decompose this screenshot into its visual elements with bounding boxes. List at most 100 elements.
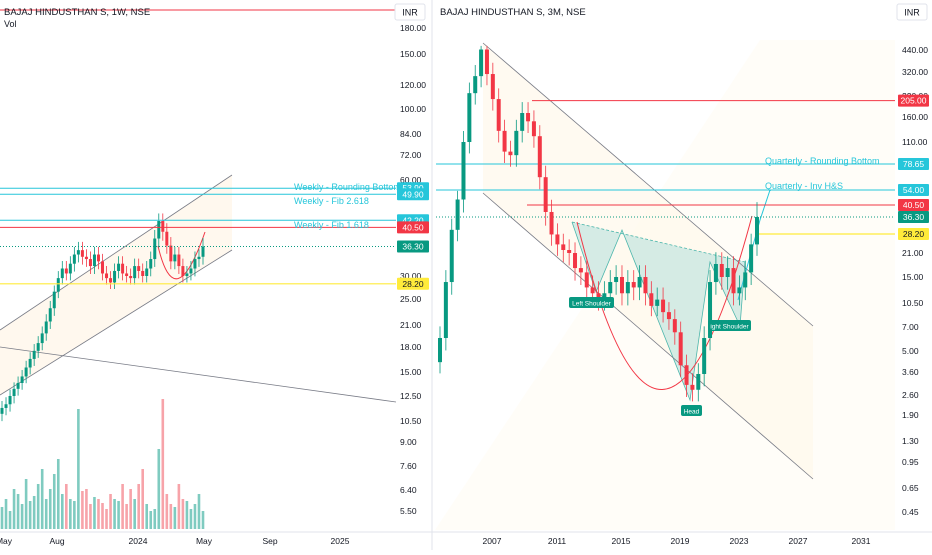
right-candles bbox=[438, 45, 759, 402]
right-candle bbox=[696, 363, 701, 402]
left-candle bbox=[92, 246, 96, 274]
right-y-tick-label: 10.50 bbox=[902, 298, 924, 308]
head-badge bbox=[681, 405, 702, 416]
left-candle bbox=[137, 258, 141, 279]
right-candle bbox=[479, 45, 484, 88]
right-y-tick-label: 21.00 bbox=[902, 248, 924, 258]
right-currency-button[interactable] bbox=[896, 3, 928, 21]
left-x-tick-label: 2025 bbox=[331, 536, 350, 546]
right-y-tick-label: 7.00 bbox=[902, 322, 919, 332]
right-candle bbox=[631, 270, 636, 301]
right-shoulder-badge bbox=[708, 320, 751, 331]
left-volume-bar bbox=[85, 489, 88, 529]
left-candle bbox=[44, 314, 48, 341]
right-candle bbox=[543, 165, 548, 226]
right-x-tick-label: 2015 bbox=[612, 536, 631, 546]
right-level-label-inv-hs: Quarterly - Inv H&S bbox=[765, 181, 843, 191]
left-candle bbox=[113, 263, 117, 289]
left-candle bbox=[48, 300, 52, 329]
left-candle bbox=[84, 249, 88, 267]
left-x-tick-label: May bbox=[196, 536, 213, 546]
left-volume-label: Vol bbox=[4, 19, 17, 29]
right-candle bbox=[637, 265, 642, 301]
right-y-tick-label: 1.90 bbox=[902, 410, 919, 420]
right-candle bbox=[531, 110, 536, 148]
right-candle bbox=[643, 265, 648, 306]
left-volume-bar bbox=[133, 499, 136, 529]
right-x-tick-label: 2011 bbox=[548, 536, 567, 546]
right-candle bbox=[514, 119, 519, 167]
right-candle bbox=[737, 275, 742, 306]
left-candle bbox=[193, 251, 197, 277]
left-candle bbox=[88, 251, 92, 274]
left-candle bbox=[96, 246, 100, 270]
svg-text:40.50: 40.50 bbox=[402, 222, 424, 232]
svg-text:53.90: 53.90 bbox=[402, 183, 424, 193]
left-x-tick-label: May bbox=[0, 536, 13, 546]
right-currency-label: INR bbox=[904, 8, 920, 18]
left-volume-bar bbox=[161, 399, 165, 529]
left-volume-bar bbox=[81, 491, 84, 529]
left-volume-bar bbox=[97, 499, 100, 529]
left-candle bbox=[201, 238, 205, 265]
left-volume-bar bbox=[117, 501, 120, 529]
svg-text:28.20: 28.20 bbox=[402, 279, 424, 289]
left-candle bbox=[125, 265, 129, 283]
right-candle bbox=[584, 260, 589, 301]
left-trend-line bbox=[0, 346, 397, 403]
left-currency-button[interactable] bbox=[394, 3, 426, 21]
left-shoulder-label: Left Shoulder bbox=[572, 301, 612, 308]
right-candle bbox=[749, 233, 754, 286]
left-volume-bar bbox=[153, 509, 157, 529]
left-volume-bar bbox=[109, 494, 112, 529]
left-volume-bar bbox=[125, 504, 128, 529]
left-y-tick-label: 21.00 bbox=[400, 320, 422, 330]
left-volume-bar bbox=[121, 484, 124, 529]
left-volume-bar bbox=[101, 503, 104, 529]
right-y-tick-label: 110.00 bbox=[902, 137, 928, 147]
right-channel-upper bbox=[482, 42, 814, 327]
left-candle bbox=[32, 344, 36, 366]
left-volume-bar bbox=[189, 509, 193, 529]
inv-hs-outline bbox=[571, 221, 746, 402]
left-volume-bar bbox=[12, 489, 16, 529]
left-volume-bar bbox=[8, 511, 12, 529]
right-candle bbox=[719, 252, 724, 290]
left-candle bbox=[149, 251, 153, 277]
svg-text:40.50: 40.50 bbox=[903, 200, 925, 210]
right-price-tags: 205.00 78.65 54.00 40.50 36.30 28.20 bbox=[898, 94, 929, 240]
right-x-tick-label: 2019 bbox=[671, 536, 690, 546]
right-candle bbox=[555, 223, 560, 256]
left-level-label-rounding-bottom: Weekly - Rounding Bottom bbox=[294, 182, 401, 192]
right-x-tick-label: 2023 bbox=[730, 536, 749, 546]
left-y-tick-label: 180.00 bbox=[400, 23, 426, 33]
left-volume-bar bbox=[0, 507, 4, 529]
right-candle bbox=[484, 45, 489, 86]
left-volume-bar bbox=[169, 504, 173, 529]
inv-hs-fill bbox=[572, 222, 745, 400]
left-y-tick-label: 5.50 bbox=[400, 506, 417, 516]
right-candle bbox=[561, 233, 566, 263]
left-volume-bar bbox=[165, 494, 169, 529]
left-candle bbox=[141, 263, 145, 283]
left-y-tick-label: 150.00 bbox=[400, 49, 426, 59]
left-rounding-bottom-arc bbox=[157, 231, 206, 280]
right-candle bbox=[743, 260, 748, 301]
left-volume-bar bbox=[44, 499, 48, 529]
left-y-tick-label: 25.00 bbox=[400, 294, 422, 304]
left-candle bbox=[157, 213, 161, 248]
left-y-tick-label: 72.00 bbox=[400, 150, 422, 160]
left-volume-bar bbox=[93, 497, 96, 529]
right-x-tick-label: 2031 bbox=[852, 536, 871, 546]
right-candle bbox=[690, 373, 695, 402]
left-volume-bar bbox=[141, 469, 144, 529]
right-candle bbox=[490, 62, 495, 111]
left-panel-shapes bbox=[0, 9, 397, 403]
right-candle bbox=[614, 265, 619, 295]
left-level-label-fib-2618: Weekly - Fib 2.618 bbox=[294, 196, 369, 206]
right-candle bbox=[455, 190, 460, 242]
right-y-tick-label: 440.00 bbox=[902, 45, 928, 55]
right-candle bbox=[625, 270, 630, 306]
right-candle bbox=[672, 309, 677, 345]
